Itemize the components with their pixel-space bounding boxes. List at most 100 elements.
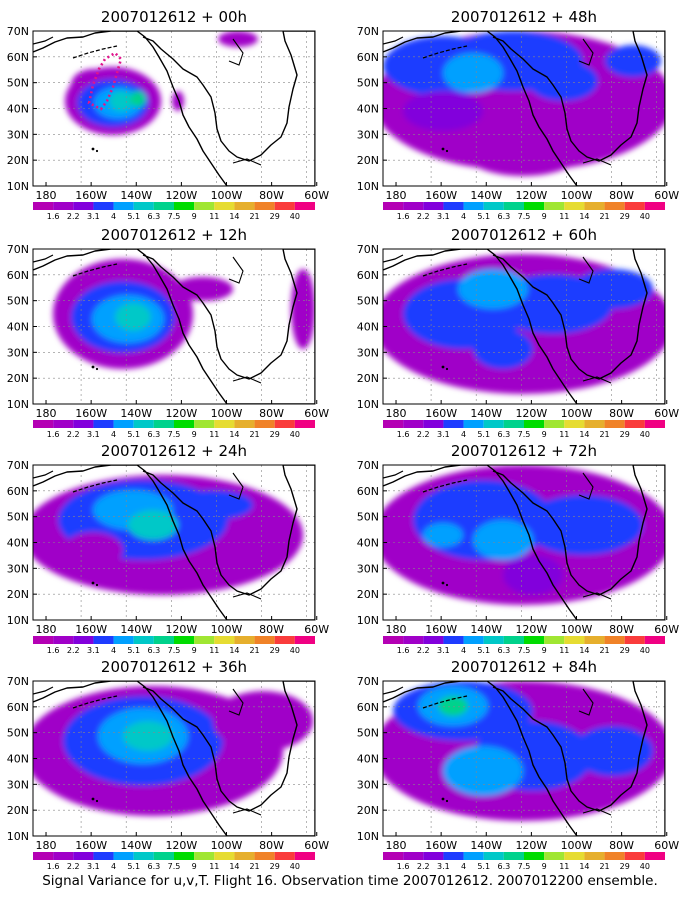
variance-contour (109, 91, 133, 111)
map-panel: 2007012612 + 00h 10N 20N 30N 40N 50N 60N 70N 180… (7, 8, 330, 221)
map-panel: 2007012612 + 60h 10N 20N 30N 40N 50N 60N 70N 180… (357, 226, 680, 439)
longitude-tick-label: 80W (609, 189, 634, 202)
colorbar-swatch (53, 202, 74, 210)
variance-contour (443, 746, 523, 796)
colorbar-swatch (234, 202, 255, 210)
map-panel: 2007012612 + 12h 10N 20N 30N 40N 50N 60N 70N 180… (7, 226, 330, 439)
colorbar-swatch (214, 202, 235, 210)
colorbar-label: 40 (640, 862, 650, 871)
longitude-tick-label: 80W (609, 407, 634, 420)
longitude-tick-label: 160W (75, 407, 107, 420)
latitude-tick-label: 40N (357, 321, 379, 334)
variance-contour (443, 53, 503, 93)
map-panel: 2007012612 + 48h 10N 20N 30N 40N 50N 60N 70N 180… (357, 8, 680, 221)
latitude-tick-label: 40N (7, 537, 29, 550)
colorbar-label: 2.2 (67, 430, 80, 439)
colorbar-swatch (153, 202, 174, 210)
colorbar-label: 21 (599, 430, 609, 439)
longitude-tick-label: 100W (561, 839, 593, 852)
north-america-coast (383, 31, 665, 186)
colorbar-swatch (544, 636, 565, 644)
latitude-tick-label: 30N (357, 128, 379, 141)
panel-title: 2007012612 + 24h (101, 442, 247, 460)
colorbar-swatch (624, 636, 645, 644)
panel-title: 2007012612 + 00h (101, 8, 247, 26)
longitude-tick-label: 120W (515, 839, 547, 852)
colorbar-swatch (194, 852, 215, 860)
hudson-bay-coast (228, 38, 244, 66)
colorbar-swatch (503, 420, 524, 428)
latitude-tick-label: 50N (357, 295, 379, 308)
colorbar-label: 9 (192, 862, 197, 871)
map-panel: 2007012612 + 36h 10N 20N 30N 40N 50N 60N 70N 180… (7, 658, 330, 871)
colorbar-swatch (294, 202, 315, 210)
caribbean-coast (232, 808, 262, 816)
colorbar-swatch (274, 420, 295, 428)
colorbar-swatch (93, 202, 114, 210)
longitude-tick-label: 140W (470, 623, 502, 636)
colorbar-swatch (53, 420, 74, 428)
colorbar-label: 11 (559, 430, 569, 439)
hawaii-island (95, 583, 99, 587)
variance-contour (528, 61, 598, 101)
siberia-coast (383, 36, 404, 45)
colorbar-label: 1.6 (397, 212, 410, 221)
colorbar-swatch (403, 202, 424, 210)
latitude-tick-label: 70N (7, 25, 29, 38)
aleutian-islands (72, 45, 118, 59)
colorbar-label: 2.2 (417, 646, 430, 655)
north-america-coast (33, 465, 315, 620)
longitude-tick-label: 120W (165, 407, 197, 420)
colorbar-swatch (624, 420, 645, 428)
colorbar: 1.6 2.2 3.1 4 5.1 6.3 7.5 9 11 14 21 29 40 (383, 202, 665, 221)
colorbar-swatch (443, 420, 464, 428)
latitude-tick-label: 50N (7, 727, 29, 740)
latitude-tick-label: 10N (7, 830, 29, 843)
colorbar-label: 4 (461, 646, 466, 655)
longitude-tick-label: 140W (120, 407, 152, 420)
colorbar-label: 3.1 (437, 646, 450, 655)
variance-contour (173, 490, 253, 520)
colorbar-label: 21 (599, 212, 609, 221)
north-america-coast (33, 31, 315, 186)
colorbar-label: 11 (209, 430, 219, 439)
colorbar-swatch (174, 852, 195, 860)
latitude-tick-label: 20N (357, 372, 379, 385)
colorbar-label: 9 (542, 430, 547, 439)
colorbar-swatch (133, 636, 154, 644)
hawaii-island (441, 797, 445, 801)
caribbean-coast (582, 376, 612, 384)
panel-title: 2007012612 + 60h (451, 226, 597, 244)
siberia-coast (33, 254, 54, 263)
hawaii-island (441, 581, 445, 585)
colorbar-swatch (214, 852, 235, 860)
latitude-tick-label: 20N (357, 588, 379, 601)
latitude-tick-label: 40N (7, 103, 29, 116)
aleutian-islands (422, 695, 468, 709)
variance-contour (63, 532, 123, 568)
longitude-tick-label: 60W (654, 407, 679, 420)
colorbar-label: 21 (249, 212, 259, 221)
colorbar-label: 1.6 (397, 646, 410, 655)
latitude-tick-label: 30N (7, 778, 29, 791)
colorbar-label: 2.2 (417, 862, 430, 871)
variance-contour (173, 277, 233, 301)
colorbar-swatch (194, 420, 215, 428)
colorbar-swatch (463, 202, 484, 210)
colorbar-label: 4 (461, 212, 466, 221)
longitude-tick-label: 100W (211, 407, 243, 420)
longitude-tick-label: 120W (165, 623, 197, 636)
flight-track (87, 51, 123, 111)
colorbar-label: 2.2 (67, 862, 80, 871)
colorbar-swatch (604, 202, 625, 210)
colorbar-swatch (524, 202, 545, 210)
latitude-tick-label: 30N (357, 346, 379, 359)
longitude-tick-label: 80W (609, 839, 634, 852)
colorbar-label: 7.5 (518, 430, 531, 439)
colorbar-swatch (503, 852, 524, 860)
colorbar-label: 40 (290, 862, 300, 871)
colorbar-label: 3.1 (87, 430, 100, 439)
colorbar-label: 9 (542, 862, 547, 871)
latitude-tick-label: 20N (357, 154, 379, 167)
